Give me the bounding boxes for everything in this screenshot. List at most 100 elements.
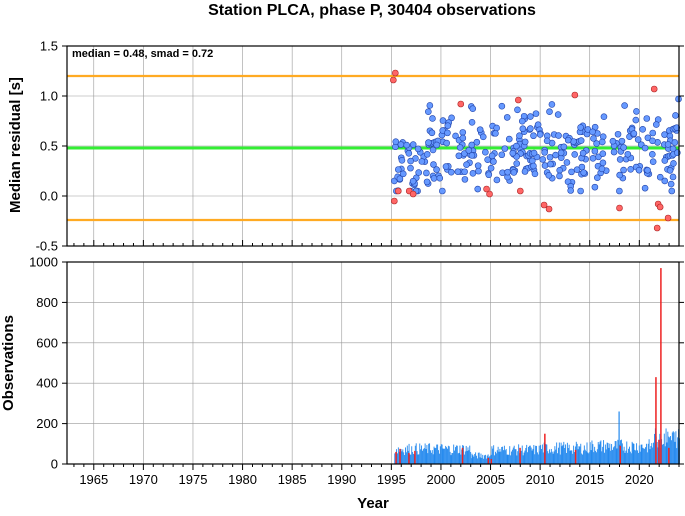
histogram-bar: [464, 451, 466, 464]
histogram-bar: [641, 444, 643, 464]
histogram-bar: [640, 444, 642, 464]
scatter-point: [541, 149, 548, 156]
histogram-bar: [465, 445, 467, 464]
scatter-point: [516, 132, 523, 140]
scatter-point: [493, 176, 501, 184]
histogram-bar: [528, 446, 529, 464]
histogram-bar: [609, 443, 611, 464]
scatter-point: [557, 149, 565, 157]
histogram-bar: [434, 448, 436, 464]
histogram-bar: [644, 448, 646, 464]
histogram-bar: [583, 445, 585, 464]
histogram-bar: [495, 453, 497, 464]
histogram-bar: [402, 449, 404, 464]
scatter-point: [415, 169, 422, 176]
outlier-point: [457, 100, 465, 108]
scatter-point: [635, 166, 643, 174]
histogram-bar: [573, 445, 575, 464]
scatter-point: [482, 148, 489, 156]
histogram-bar: [677, 437, 679, 464]
histogram-bar: [546, 444, 548, 464]
scatter-point: [673, 124, 680, 131]
x-tick-label: 1985: [278, 472, 307, 487]
histogram-bar: [506, 454, 508, 464]
histogram-bar: [591, 440, 593, 464]
histogram-bar: [662, 444, 663, 464]
histogram-bar: [563, 441, 565, 464]
histogram-bar: [405, 452, 407, 464]
histogram-bar: [637, 452, 639, 464]
histogram-bar: [588, 453, 590, 464]
histogram-bar: [581, 453, 583, 464]
histogram-bar: [449, 451, 451, 464]
x-tick-label: 2020: [625, 472, 654, 487]
scatter-point: [664, 141, 672, 148]
histogram-bar: [453, 444, 455, 464]
scatter-point: [620, 166, 627, 174]
outlier-bar: [461, 447, 464, 464]
scatter-point: [459, 134, 467, 142]
histogram-bar: [538, 445, 540, 464]
scatter-point: [392, 138, 400, 145]
histogram-bar: [611, 444, 613, 464]
histogram-bar: [394, 453, 396, 464]
histogram-bar: [616, 448, 618, 464]
histogram-bar: [397, 453, 398, 464]
bottom-y-tick-label: 0: [51, 457, 58, 472]
scatter-point: [591, 183, 599, 191]
histogram-bar: [602, 446, 604, 464]
histogram-bar: [596, 449, 598, 464]
scatter-point: [618, 137, 626, 145]
histogram-bar: [520, 450, 522, 464]
histogram-bar: [552, 453, 554, 464]
histogram-bar: [604, 452, 605, 464]
histogram-bar: [568, 444, 570, 464]
scatter-point: [621, 102, 628, 109]
histogram-bar: [577, 449, 579, 464]
histogram-bar: [579, 446, 581, 464]
histogram-bar: [415, 443, 417, 464]
histogram-bar: [664, 446, 666, 464]
histogram-bar: [629, 446, 630, 464]
scatter-point: [600, 113, 608, 120]
histogram-bar: [497, 446, 499, 464]
histogram-bar: [430, 450, 431, 464]
scatter-point: [633, 108, 640, 115]
histogram-bar: [435, 447, 437, 464]
scatter-point: [461, 168, 468, 176]
histogram-bar: [421, 445, 423, 464]
scatter-point: [590, 135, 597, 142]
scatter-point: [598, 165, 606, 173]
scatter-point: [423, 169, 430, 177]
scatter-point: [397, 141, 405, 148]
scatter-point: [609, 137, 617, 145]
histogram-bar: [570, 450, 572, 464]
outlier-point: [409, 190, 417, 198]
histogram-bar: [513, 445, 515, 464]
histogram-bar: [578, 446, 580, 464]
scatter-point: [649, 137, 656, 145]
scatter-point: [630, 130, 638, 137]
histogram-bar: [510, 455, 512, 464]
outlier-point: [392, 69, 399, 77]
histogram-bar: [637, 450, 638, 464]
histogram-bar: [632, 443, 634, 464]
histogram-bar: [452, 452, 454, 464]
histogram-bar: [662, 443, 664, 464]
histogram-bar: [559, 454, 561, 464]
scatter-point: [487, 164, 495, 172]
scatter-point: [571, 151, 578, 158]
histogram-bar: [503, 450, 504, 464]
histogram-bar: [474, 453, 476, 464]
histogram-bar: [528, 445, 530, 464]
scatter-point: [433, 141, 440, 149]
histogram-bar: [599, 441, 601, 464]
top-data-points: [390, 69, 682, 232]
histogram-bar: [585, 451, 587, 464]
histogram-bar: [557, 453, 558, 464]
histogram-bar: [597, 442, 599, 464]
scatter-point: [668, 187, 676, 195]
histogram-bar: [582, 450, 584, 464]
histogram-bar: [672, 431, 674, 464]
